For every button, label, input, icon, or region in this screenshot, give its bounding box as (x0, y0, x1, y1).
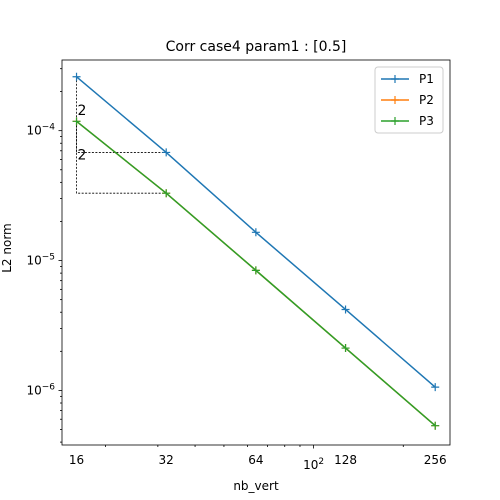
slope-label-2: 2 (78, 147, 87, 163)
slope-label-1: 2 (78, 103, 87, 119)
legend-label-p1: P1 (419, 72, 434, 86)
legend-marker-p1 (391, 75, 399, 83)
legend-label-p2: P2 (419, 93, 434, 107)
data-point-p3 (341, 344, 350, 353)
y-axis-label: L2 norm (0, 223, 14, 273)
data-point-p3 (251, 266, 260, 275)
data-point-p1 (431, 383, 440, 392)
data-point-p1 (251, 228, 260, 237)
axes-frame (61, 59, 451, 446)
slope-triangle-1 (76, 76, 167, 153)
data-point-p1 (162, 148, 171, 157)
data-point-p3 (162, 189, 171, 198)
x-tick-label: 256 (424, 453, 447, 467)
y-tick-label: 10−4 (26, 123, 55, 138)
legend-label-p3: P3 (419, 114, 434, 128)
x-tick-label: 128 (334, 453, 357, 467)
x-tick-label: 32 (159, 453, 174, 467)
legend-marker-p3 (391, 117, 399, 125)
chart-title: Corr case4 param1 : [0.5] (166, 39, 347, 55)
data-point-p3 (72, 117, 81, 126)
x-tick-label: 16 (69, 453, 84, 467)
legend-marker-p2 (391, 96, 399, 104)
data-point-p3 (431, 421, 440, 430)
x-tick-label: 64 (248, 453, 263, 467)
x-tick-label: 102 (303, 457, 324, 472)
x-axis-label: nb_vert (233, 479, 279, 493)
y-tick-label: 10−5 (26, 253, 55, 268)
y-tick-label: 10−6 (26, 382, 55, 397)
data-point-p1 (341, 305, 350, 314)
slope-triangle-2 (76, 121, 167, 194)
data-point-p1 (72, 72, 81, 81)
plot-area: 2 2 102 16 32 64 128 256 10−4 10−5 10−6 P1 P2 P3 (26, 59, 451, 472)
